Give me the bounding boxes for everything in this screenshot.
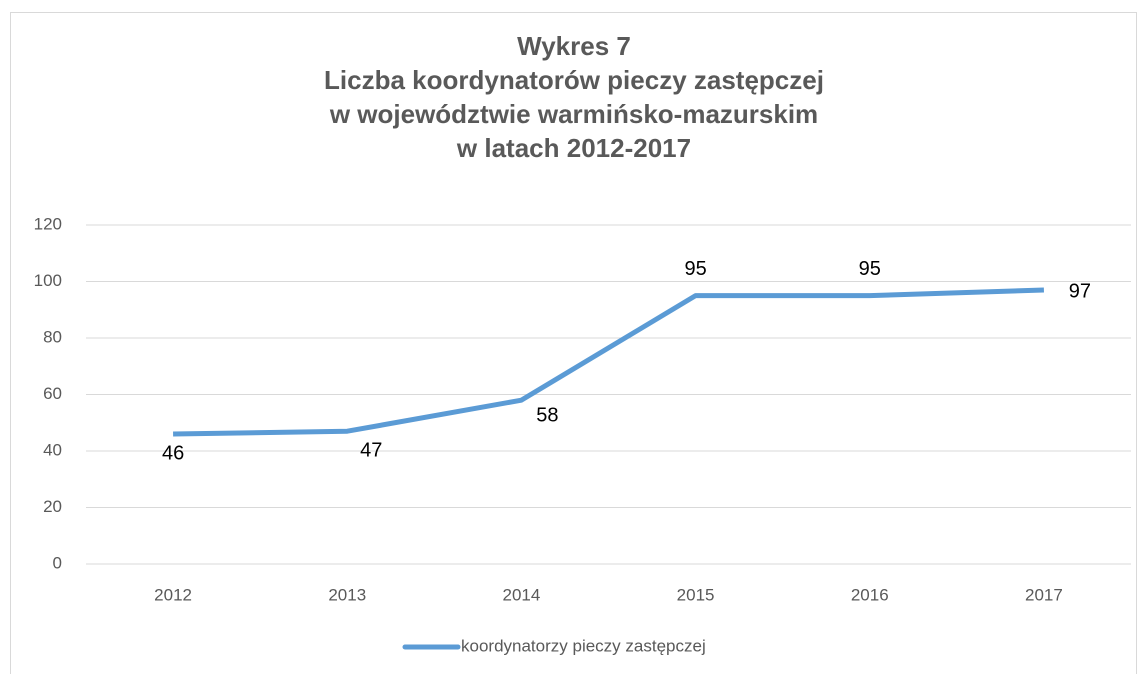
data-label: 95 bbox=[684, 258, 706, 280]
x-tick-label: 2016 bbox=[851, 585, 889, 604]
data-label: 97 bbox=[1069, 280, 1091, 302]
chart-title: w latach 2012-2017 bbox=[456, 133, 691, 163]
y-tick-label: 20 bbox=[43, 497, 62, 516]
y-tick-label: 40 bbox=[43, 440, 62, 459]
y-tick-label: 0 bbox=[53, 553, 62, 572]
legend-label: koordynatorzy pieczy zastępczej bbox=[461, 636, 706, 655]
y-tick-label: 80 bbox=[43, 327, 62, 346]
x-tick-label: 2013 bbox=[328, 585, 366, 604]
y-tick-label: 60 bbox=[43, 384, 62, 403]
data-label: 47 bbox=[360, 440, 382, 462]
chart-title: Liczba koordynatorów pieczy zastępczej bbox=[324, 65, 824, 95]
line bbox=[173, 287, 1044, 437]
x-tick-label: 2017 bbox=[1025, 585, 1063, 604]
y-tick-label: 100 bbox=[34, 271, 62, 290]
data-label: 95 bbox=[859, 258, 881, 280]
data-label: 46 bbox=[162, 442, 184, 464]
y-tick-label: 120 bbox=[34, 214, 62, 233]
chart-title: Wykres 7 bbox=[517, 31, 631, 61]
data-label: 58 bbox=[536, 404, 558, 426]
x-tick-label: 2014 bbox=[503, 585, 541, 604]
chart-title: w województwie warmińsko-mazurskim bbox=[329, 99, 818, 129]
x-tick-label: 2012 bbox=[154, 585, 192, 604]
x-tick-label: 2015 bbox=[677, 585, 715, 604]
